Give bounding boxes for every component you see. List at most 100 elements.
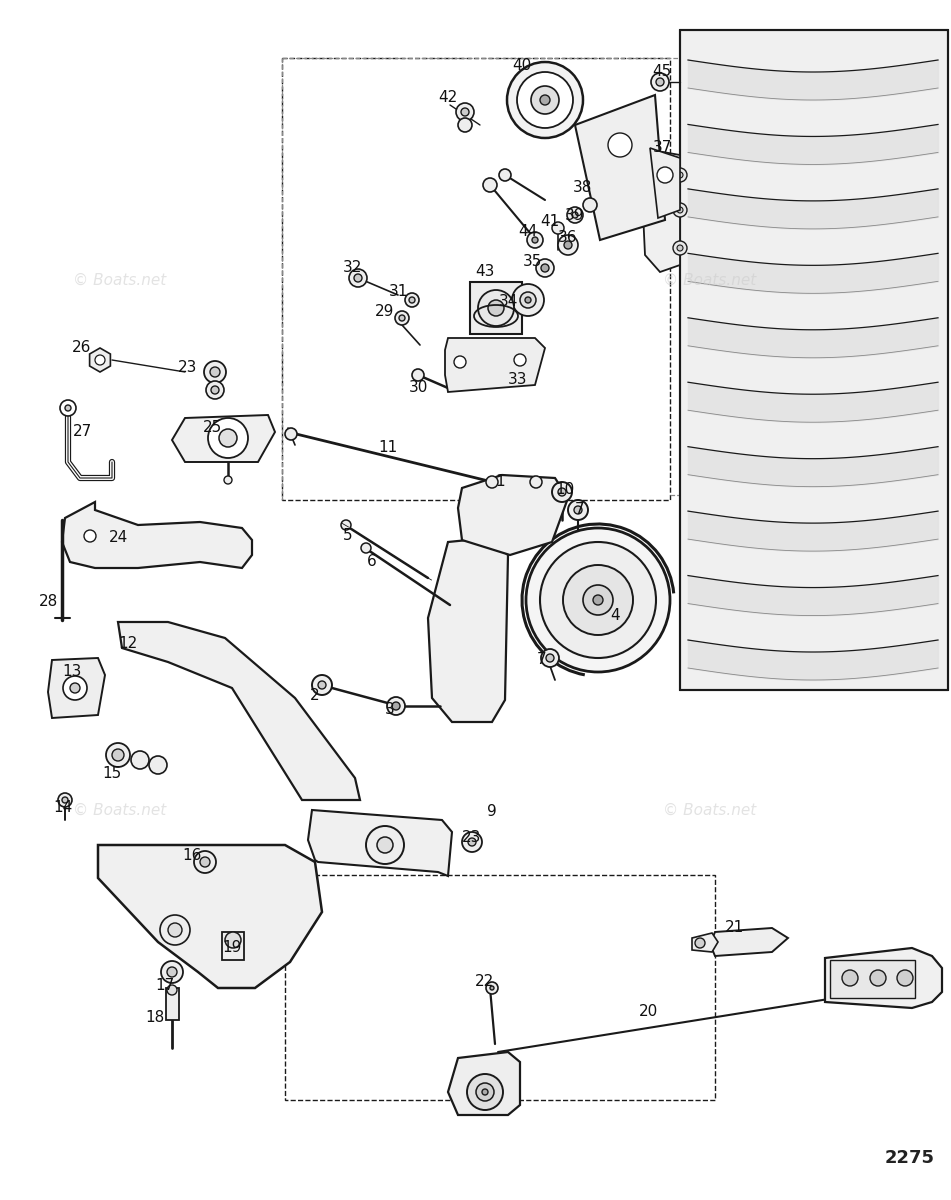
Text: 36: 36 (558, 230, 578, 246)
Polygon shape (48, 658, 105, 718)
Text: 38: 38 (573, 180, 592, 196)
Circle shape (572, 212, 578, 218)
Bar (470, 282, 522, 334)
Circle shape (673, 241, 687, 254)
Circle shape (366, 826, 404, 864)
Circle shape (461, 108, 469, 116)
Polygon shape (445, 338, 545, 392)
Bar (166, 988, 179, 1020)
Circle shape (552, 222, 564, 234)
Circle shape (354, 274, 362, 282)
Circle shape (536, 259, 554, 277)
Text: 20: 20 (638, 1004, 658, 1020)
Circle shape (160, 914, 190, 946)
Polygon shape (89, 348, 110, 372)
Bar (282, 58, 670, 500)
Circle shape (456, 103, 474, 121)
Polygon shape (710, 928, 788, 956)
Circle shape (405, 293, 419, 307)
Text: 3: 3 (385, 702, 395, 718)
Circle shape (60, 400, 76, 416)
Text: 9: 9 (487, 804, 496, 820)
Circle shape (567, 206, 583, 223)
Circle shape (467, 1074, 503, 1110)
Text: 41: 41 (540, 215, 559, 229)
Circle shape (673, 203, 687, 217)
Circle shape (870, 970, 886, 986)
Text: 23: 23 (179, 360, 198, 376)
Circle shape (65, 404, 71, 410)
Circle shape (657, 167, 673, 182)
Circle shape (476, 1082, 494, 1102)
Circle shape (167, 967, 177, 977)
Circle shape (695, 938, 705, 948)
Text: 26: 26 (72, 341, 91, 355)
Circle shape (563, 565, 633, 635)
Circle shape (677, 206, 683, 214)
Circle shape (520, 292, 536, 308)
Circle shape (200, 857, 210, 866)
Circle shape (656, 78, 664, 86)
Circle shape (211, 386, 219, 394)
Circle shape (541, 649, 559, 667)
Text: 33: 33 (508, 372, 528, 388)
Circle shape (593, 595, 603, 605)
Text: © Boats.net: © Boats.net (73, 272, 166, 288)
Text: 39: 39 (565, 208, 585, 222)
Circle shape (225, 932, 241, 948)
Circle shape (70, 683, 80, 692)
Bar (830, 960, 915, 998)
Circle shape (361, 542, 371, 553)
Circle shape (62, 797, 68, 803)
Circle shape (458, 118, 472, 132)
Polygon shape (680, 30, 948, 690)
Circle shape (842, 970, 858, 986)
Circle shape (210, 367, 220, 377)
Circle shape (399, 314, 405, 320)
Circle shape (546, 654, 554, 662)
Text: 5: 5 (343, 528, 353, 542)
Circle shape (488, 300, 504, 316)
Circle shape (84, 530, 96, 542)
Circle shape (512, 284, 544, 316)
Circle shape (483, 178, 497, 192)
Text: 21: 21 (726, 920, 745, 936)
Polygon shape (118, 622, 360, 800)
Text: 44: 44 (518, 224, 537, 240)
Circle shape (608, 133, 632, 157)
Text: 29: 29 (376, 305, 395, 319)
Polygon shape (825, 948, 942, 1008)
Text: 7: 7 (537, 653, 547, 667)
Circle shape (525, 296, 531, 302)
Circle shape (482, 1090, 488, 1094)
Text: 34: 34 (498, 294, 517, 310)
Circle shape (574, 506, 582, 514)
Circle shape (527, 232, 543, 248)
Text: 18: 18 (146, 1010, 165, 1026)
Text: 1: 1 (495, 474, 505, 490)
Circle shape (349, 269, 367, 287)
Circle shape (558, 235, 578, 254)
Text: 31: 31 (388, 284, 408, 300)
Circle shape (377, 838, 393, 853)
Text: 28: 28 (38, 594, 58, 610)
Circle shape (112, 749, 124, 761)
Text: 4: 4 (611, 607, 620, 623)
Text: 2: 2 (310, 688, 320, 702)
Circle shape (651, 73, 669, 91)
Circle shape (514, 354, 526, 366)
Text: 35: 35 (522, 254, 542, 270)
Circle shape (285, 428, 297, 440)
Text: 42: 42 (438, 90, 457, 106)
Circle shape (168, 923, 182, 937)
Circle shape (63, 676, 87, 700)
Text: 14: 14 (53, 800, 72, 816)
Text: 17: 17 (155, 978, 175, 992)
Polygon shape (458, 475, 568, 554)
Circle shape (540, 542, 656, 658)
Circle shape (219, 428, 237, 446)
Text: 37: 37 (652, 140, 671, 156)
Circle shape (131, 751, 149, 769)
Circle shape (490, 986, 494, 990)
Polygon shape (428, 538, 508, 722)
